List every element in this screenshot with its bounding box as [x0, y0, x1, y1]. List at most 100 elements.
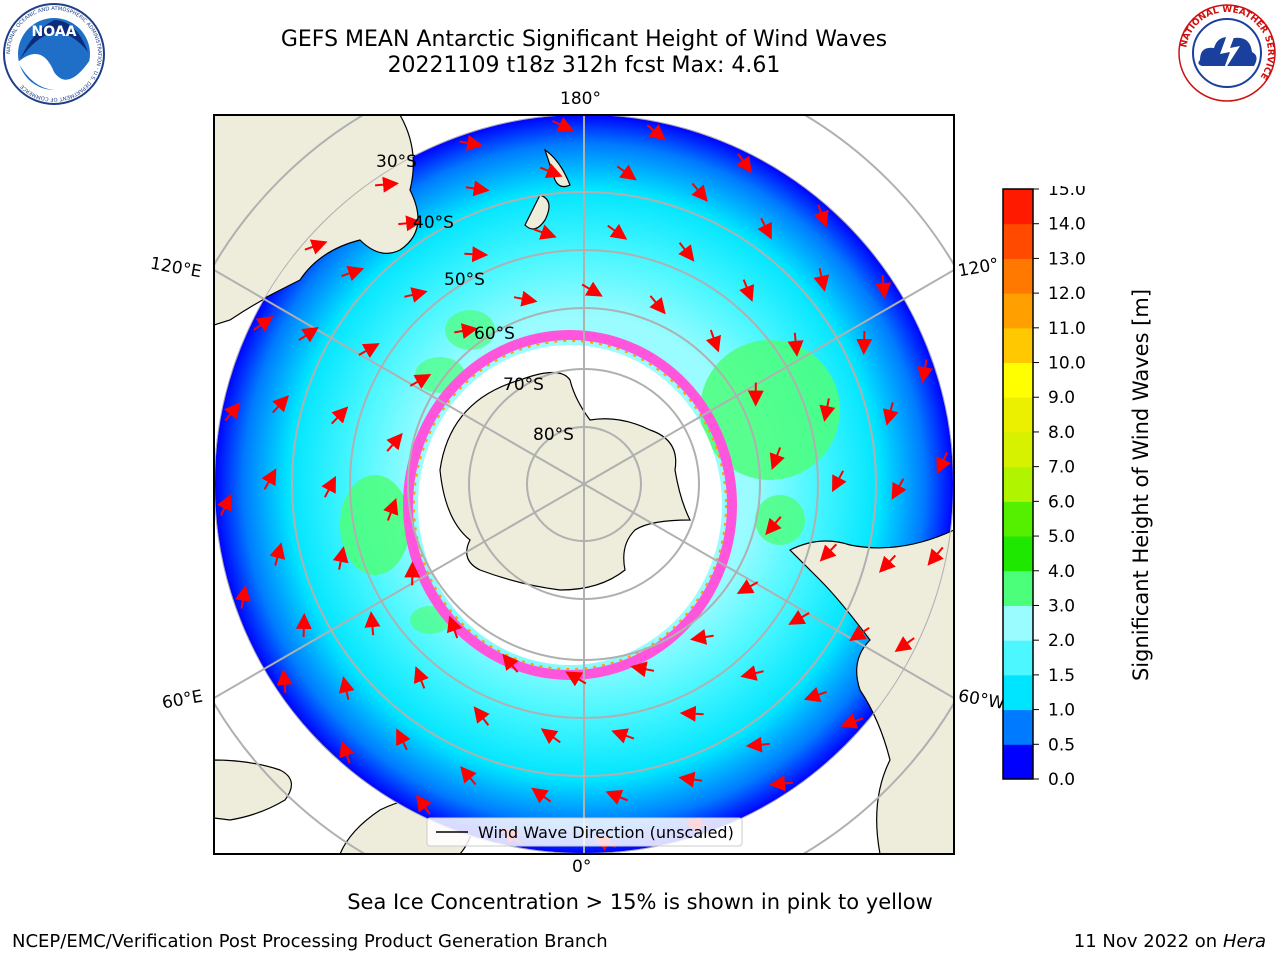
wind-wave-arrow	[261, 468, 277, 490]
wind-wave-arrow	[788, 609, 810, 625]
wind-wave-arrow	[611, 728, 635, 744]
colorbar: 0.0 0.5 1.0 1.5 2.0 3.0 4.0 5.0 6.0 7.0 8.0 9.0 10.0…	[1002, 186, 1086, 786]
lat-label-40s: 40°S	[413, 213, 454, 233]
wind-wave-arrow	[581, 281, 603, 297]
wind-wave-arrow	[339, 740, 355, 764]
wind-wave-arrow	[531, 787, 552, 804]
wind-wave-arrow	[705, 329, 721, 353]
footer-date: 11 Nov 2022 on Hera	[1073, 931, 1266, 952]
wind-wave-arrow	[607, 223, 628, 240]
wind-wave-arrow	[849, 625, 870, 641]
wind-wave-arrows	[217, 117, 951, 851]
lon-label-180: 180°	[560, 89, 601, 109]
colorbar-tick-label: 1.5	[1048, 666, 1075, 686]
wind-wave-arrow	[386, 432, 403, 452]
wind-wave-arrow	[409, 374, 432, 389]
colorbar-tick-label: 10.0	[1048, 354, 1086, 374]
wind-wave-arrow	[819, 543, 838, 562]
wind-wave-arrow	[765, 516, 782, 536]
wind-wave-arrow	[630, 661, 655, 678]
wind-wave-arrow	[891, 478, 907, 500]
wind-wave-arrow	[551, 117, 575, 132]
wind-wave-arrow	[879, 554, 897, 573]
lat-label-60s: 60°S	[474, 324, 515, 344]
wind-wave-arrow	[447, 615, 463, 639]
wind-wave-arrow	[416, 794, 432, 815]
wind-wave-arrow	[769, 775, 793, 792]
colorbar-swatch	[1003, 466, 1033, 502]
colorbar-swatch	[1003, 709, 1033, 745]
chart-subtitle: 20221109 t18z 312h fcst Max: 4.61	[387, 53, 781, 78]
footer-host: Hera	[1222, 931, 1266, 952]
map-frame	[213, 114, 955, 855]
wind-wave-arrow	[364, 611, 381, 636]
wind-wave-arrow	[459, 134, 484, 151]
colorbar-swatch	[1003, 397, 1033, 433]
colorbar-swatch	[1003, 501, 1033, 537]
wind-wave-arrow	[253, 316, 274, 332]
wind-wave-arrow	[927, 546, 944, 566]
wind-wave-arrow	[605, 789, 629, 805]
colorbar-swatch	[1003, 536, 1033, 572]
wind-wave-arrow	[404, 287, 428, 303]
wind-wave-arrow	[649, 295, 666, 315]
colorbar-tick-label: 9.0	[1048, 388, 1075, 408]
wind-wave-arrow	[276, 669, 293, 693]
colorbar-swatch	[1003, 223, 1033, 259]
wind-wave-arrow	[936, 451, 951, 475]
colorbar-swatch	[1003, 570, 1033, 606]
colorbar-tick-label: 13.0	[1048, 249, 1086, 269]
wind-wave-arrow	[398, 215, 423, 232]
wind-wave-arrow	[736, 153, 752, 174]
wind-wave-arrow	[679, 705, 704, 722]
colorbar-swatch	[1003, 258, 1033, 294]
colorbar-frame	[1002, 188, 1034, 780]
lat-label-30s: 30°S	[376, 152, 417, 172]
colorbar-tick-label: 6.0	[1048, 492, 1075, 512]
wind-wave-arrow	[473, 706, 490, 726]
colorbar-swatch	[1003, 605, 1033, 641]
wind-wave-arrow	[689, 629, 714, 645]
lat-label-80s: 80°S	[533, 425, 574, 445]
wind-wave-arrow	[565, 671, 587, 687]
wind-wave-arrow	[539, 163, 563, 179]
wind-wave-arrow	[304, 239, 328, 255]
wind-wave-arrow	[454, 323, 479, 339]
colorbar-tick-label: 5.0	[1048, 527, 1075, 547]
wind-wave-arrow	[875, 275, 892, 299]
chart-title: GEFS MEAN Antarctic Significant Height o…	[280, 27, 888, 52]
wind-wave-arrow	[338, 676, 355, 700]
wind-wave-arrow	[840, 713, 864, 729]
wind-wave-arrow	[413, 666, 429, 689]
antarctica-land	[439, 371, 691, 591]
wind-wave-arrow	[540, 728, 561, 745]
wind-wave-arrow	[813, 268, 830, 292]
colorbar-swatch	[1003, 189, 1033, 225]
wind-wave-arrow	[502, 653, 519, 673]
wind-wave-arrow	[465, 180, 490, 197]
wind-wave-arrow	[678, 771, 703, 788]
colorbar-swatch	[1003, 327, 1033, 364]
wind-wave-arrow	[533, 224, 557, 240]
colorbar-tick-label: 12.0	[1048, 284, 1086, 304]
wind-wave-arrow	[787, 332, 804, 357]
wind-wave-arrow	[513, 290, 538, 307]
nws-logo: NATIONAL WEATHER SERVICE	[1178, 4, 1276, 102]
wind-wave-arrow	[383, 497, 399, 521]
colorbar-tick-label: 7.0	[1048, 458, 1075, 478]
wind-wave-arrow	[917, 359, 934, 384]
wind-wave-arrow	[819, 398, 836, 422]
colorbar-swatch	[1003, 744, 1033, 780]
wind-wave-arrow	[813, 204, 829, 228]
wind-wave-arrow	[745, 736, 770, 753]
wind-wave-arrow	[295, 613, 312, 638]
wind-wave-arrow	[691, 182, 708, 202]
wind-wave-arrow	[271, 395, 289, 414]
colorbar-tick-label: 15.0	[1048, 186, 1086, 200]
wind-wave-arrow	[330, 406, 349, 425]
colorbar-tick-label: 2.0	[1048, 631, 1075, 651]
colorbar-tick-label: 1.0	[1048, 701, 1075, 721]
colorbar-swatch	[1003, 640, 1033, 676]
colorbar-swatch	[1003, 431, 1033, 468]
colorbar-tick-label: 3.0	[1048, 596, 1075, 616]
